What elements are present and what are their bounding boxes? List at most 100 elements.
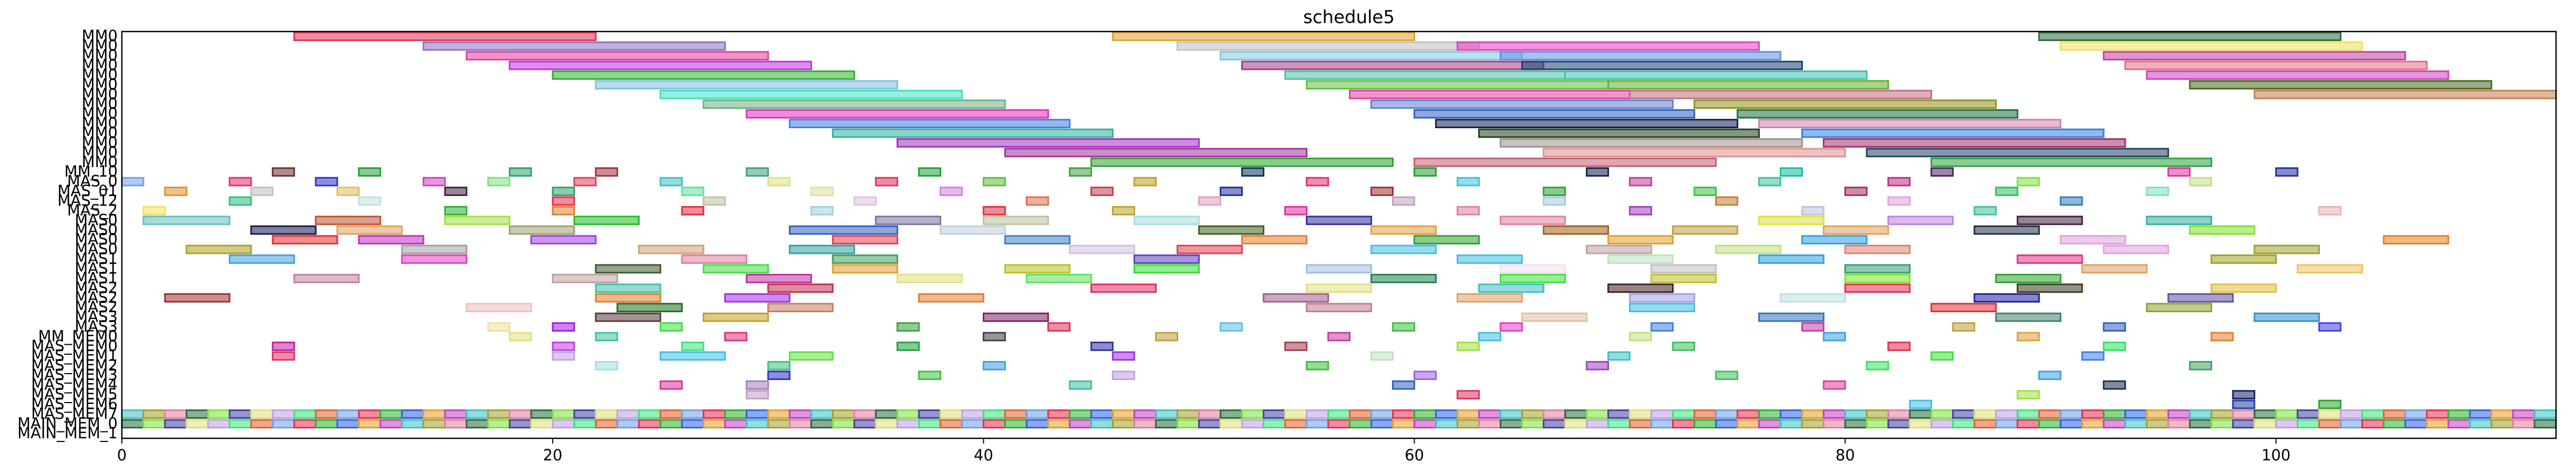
task-bar — [2060, 235, 2126, 245]
task-bar — [1370, 351, 1394, 361]
task-bar — [918, 409, 941, 419]
task-bar — [659, 351, 726, 361]
task-bar — [1672, 225, 1739, 235]
task-bar — [1715, 409, 1739, 419]
task-bar — [1500, 215, 1566, 225]
task-bar — [185, 409, 209, 419]
task-bar — [616, 409, 640, 419]
task-bar — [1650, 274, 1717, 283]
task-bar — [142, 215, 231, 225]
task-bar — [1392, 322, 1416, 332]
task-bar — [2189, 80, 2492, 90]
task-bar — [1370, 419, 1394, 429]
task-bar — [681, 187, 704, 196]
task-bar — [2189, 225, 2256, 235]
task-bar — [1586, 167, 1609, 177]
task-bar — [853, 409, 877, 419]
task-bar — [1715, 419, 1739, 429]
chart-title: schedule5 — [1303, 7, 1395, 28]
task-bar — [422, 419, 446, 429]
task-bar — [1198, 225, 1264, 235]
task-bar — [659, 419, 683, 429]
task-bar — [1414, 157, 1717, 167]
task-bar — [1133, 215, 1200, 225]
task-bar — [1844, 409, 1868, 419]
task-bar — [1241, 60, 1545, 70]
task-bar — [2017, 419, 2040, 429]
task-bar — [1241, 235, 1307, 245]
task-bar — [2275, 419, 2299, 429]
task-bar — [788, 409, 812, 419]
task-bar — [2060, 41, 2363, 51]
task-bar — [1414, 167, 1437, 177]
task-bar — [2297, 409, 2320, 419]
task-bar — [788, 119, 1071, 128]
task-bar — [659, 322, 683, 332]
task-bar — [2081, 351, 2105, 361]
task-bar — [1112, 371, 1135, 381]
task-bar — [228, 419, 252, 429]
task-bar — [595, 361, 618, 371]
task-bar — [638, 419, 661, 429]
task-bar — [1305, 303, 1373, 313]
task-bar — [875, 177, 898, 187]
task-bar — [810, 419, 834, 429]
row-label: MM0 — [82, 37, 118, 55]
x-tick-label: 40 — [974, 446, 993, 464]
row-label: MAIN_MEM_1 — [17, 424, 118, 442]
task-bar — [444, 206, 468, 215]
row-label: MM0 — [82, 95, 118, 112]
task-bar — [595, 332, 618, 342]
task-bar — [250, 419, 274, 429]
task-bar — [2103, 244, 2169, 254]
task-bar — [2512, 409, 2536, 419]
task-bar — [2146, 70, 2449, 80]
row-label: MAS2 — [75, 279, 118, 296]
x-tick-label: 80 — [1835, 446, 1855, 464]
task-bar — [272, 419, 295, 429]
task-bar — [702, 419, 726, 429]
task-bar — [1025, 409, 1049, 419]
task-bar — [1262, 419, 1286, 429]
task-bar — [530, 409, 554, 419]
task-bar — [1262, 409, 1286, 419]
task-bar — [1004, 409, 1027, 419]
task-bar — [1392, 419, 1416, 429]
task-bar — [659, 177, 683, 187]
task-bar — [724, 332, 747, 342]
task-bar — [1047, 322, 1071, 332]
task-bar — [1500, 409, 1523, 419]
task-bar — [1823, 225, 1889, 235]
task-bar — [2210, 409, 2234, 419]
task-bar — [1349, 89, 1631, 99]
task-bar — [487, 419, 511, 429]
task-bar — [1629, 409, 1653, 419]
task-bar — [1305, 409, 1329, 419]
row-label: MAS_MEM7 — [31, 405, 118, 423]
task-bar — [1543, 196, 1566, 206]
task-bar — [2167, 419, 2191, 429]
task-bar — [1543, 148, 1846, 158]
task-bar — [272, 342, 295, 351]
task-bar — [552, 351, 575, 361]
task-bar — [1414, 235, 1480, 245]
task-bar — [1155, 332, 1178, 342]
task-bar — [896, 419, 920, 429]
task-bar — [616, 303, 683, 313]
task-bar — [2210, 283, 2277, 293]
task-bar — [702, 312, 769, 322]
task-bar — [1500, 419, 1523, 429]
task-bar — [2189, 177, 2213, 187]
row-label: MAS_MEM1 — [31, 346, 118, 364]
task-bar — [1370, 225, 1437, 235]
task-bar — [1823, 409, 1846, 419]
task-bar — [638, 409, 661, 419]
task-bar — [358, 167, 381, 177]
row-label: MAS_2 — [67, 201, 118, 219]
task-bar — [896, 138, 1200, 148]
task-bar — [595, 167, 618, 177]
task-bar — [1564, 70, 1868, 80]
task-bar — [1607, 283, 1674, 293]
task-bar — [1930, 351, 1954, 361]
task-bar — [2447, 409, 2471, 419]
